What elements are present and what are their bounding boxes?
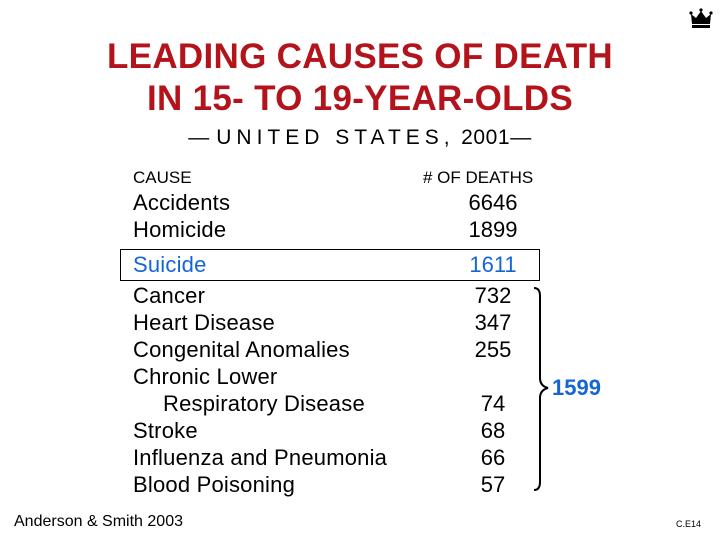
slide-code: C.E14 xyxy=(676,519,702,529)
cause-label: Blood Poisoning xyxy=(133,472,296,497)
slide-title-line-1: LEADING CAUSES OF DEATH xyxy=(107,37,613,76)
deaths-value: 1899 xyxy=(468,217,518,242)
cause-label: Heart Disease xyxy=(133,310,275,335)
subtitle-dash-left: — xyxy=(188,126,210,149)
deaths-value: 57 xyxy=(480,472,506,497)
cause-label: Congenital Anomalies xyxy=(133,337,350,362)
column-header-deaths: # OF DEATHS xyxy=(423,168,534,187)
source-citation: Anderson & Smith 2003 xyxy=(14,513,183,530)
slide-subtitle: — UNITED STATES, 2001— xyxy=(0,125,720,151)
grouping-brace xyxy=(533,287,549,491)
grouped-total: 1599 xyxy=(552,375,601,400)
cause-label-highlighted: Suicide xyxy=(133,252,207,277)
cause-label: Homicide xyxy=(133,217,227,242)
deaths-value: 347 xyxy=(474,310,512,335)
slide-title-line-2: IN 15- TO 19-YEAR-OLDS xyxy=(146,79,574,118)
deaths-value: 6646 xyxy=(468,190,518,215)
suicide-highlight-box xyxy=(120,249,540,281)
cause-label: Influenza and Pneumonia xyxy=(133,445,388,470)
subtitle-year: 2001 xyxy=(461,126,511,149)
subtitle-country: UNITED STATES, xyxy=(216,126,455,149)
deaths-value: 74 xyxy=(480,391,506,416)
deaths-value: 255 xyxy=(474,337,512,362)
cause-label-continuation: Respiratory Disease xyxy=(163,391,365,416)
crown-icon xyxy=(689,8,713,28)
subtitle-dash-right: — xyxy=(510,126,532,149)
deaths-value: 732 xyxy=(474,283,512,308)
cause-label: Chronic Lower xyxy=(133,364,278,389)
cause-label: Cancer xyxy=(133,283,206,308)
column-header-cause: CAUSE xyxy=(133,168,192,187)
deaths-value-highlighted: 1611 xyxy=(469,252,517,277)
cause-label: Stroke xyxy=(133,418,198,443)
cause-label: Accidents xyxy=(133,190,231,215)
deaths-value: 66 xyxy=(480,445,506,470)
deaths-value: 68 xyxy=(480,418,506,443)
